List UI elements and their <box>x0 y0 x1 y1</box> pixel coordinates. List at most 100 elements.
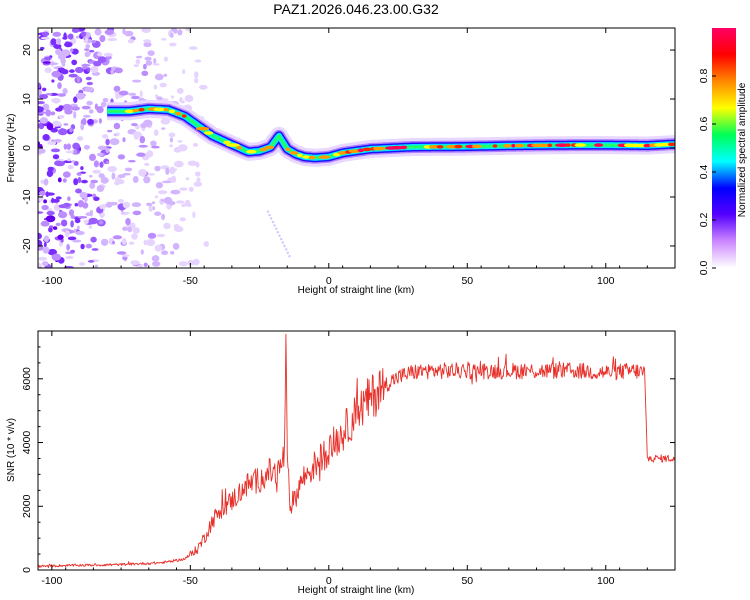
noise-blob <box>143 262 148 267</box>
noise-blob <box>170 250 175 255</box>
noise-blob <box>50 127 58 133</box>
noise-blob <box>198 84 208 90</box>
noise-blob <box>41 31 50 37</box>
noise-blob <box>71 48 79 55</box>
x-tick-label: -100 <box>41 275 62 287</box>
noise-blob <box>38 194 44 202</box>
noise-blob <box>97 145 107 150</box>
noise-blob <box>143 41 152 48</box>
noise-blob <box>145 60 153 66</box>
noise-blob <box>76 136 84 141</box>
ridge-hotspot <box>555 143 569 147</box>
noise-blob <box>55 196 62 200</box>
noise-blob <box>72 142 80 150</box>
noise-blob <box>151 145 160 149</box>
snr-panel: -100 -50 0 50 100 0 2000 4000 6000 Height of str… <box>6 330 676 596</box>
noise-blob <box>174 160 184 168</box>
noise-blob <box>146 239 156 247</box>
noise-blob <box>136 55 143 59</box>
noise-blob <box>55 222 61 227</box>
noise-blob <box>88 225 93 229</box>
noise-blob <box>111 172 116 180</box>
noise-blob <box>38 245 45 251</box>
noise-blob <box>165 167 170 175</box>
noise-blob <box>281 241 284 244</box>
y-tick-label: 4000 <box>21 431 33 455</box>
y-tick-label: 6000 <box>21 367 33 391</box>
noise-blob <box>181 100 185 104</box>
ridge-hotspot <box>308 155 316 160</box>
noise-blob <box>77 200 85 208</box>
noise-blob <box>283 244 286 248</box>
noise-blob <box>84 51 91 58</box>
noise-blob <box>118 90 129 96</box>
spectrogram-xlabel: Height of straight line (km) <box>298 285 415 296</box>
noise-blob <box>52 226 58 230</box>
noise-blob <box>68 73 78 78</box>
snr-series-line <box>38 333 675 569</box>
noise-blob <box>57 67 65 71</box>
noise-blob <box>70 48 74 53</box>
noise-blob <box>116 251 127 255</box>
noise-blob <box>122 172 131 176</box>
ridge-hotspot <box>196 126 209 131</box>
noise-blob <box>107 166 117 172</box>
ridge-hotspot <box>514 143 525 148</box>
noise-blob <box>39 117 49 124</box>
noise-blob <box>52 120 61 127</box>
noise-blob <box>60 127 64 135</box>
noise-blob <box>63 123 69 126</box>
noise-blob <box>60 219 68 227</box>
noise-blob <box>67 164 74 170</box>
noise-blob <box>179 187 188 191</box>
noise-blob <box>75 35 80 39</box>
ridge-hotspot <box>259 147 268 152</box>
noise-blob <box>88 109 94 114</box>
noise-blob <box>194 71 199 79</box>
noise-blob <box>103 52 113 57</box>
ridge-hotspot <box>338 151 348 155</box>
ridge-hotspot <box>511 143 516 148</box>
noise-blob <box>38 211 44 214</box>
noise-blob <box>62 88 68 95</box>
colorbar-tick-label: 0.2 <box>698 213 710 228</box>
noise-blob <box>43 178 49 186</box>
noise-blob <box>288 255 291 258</box>
noise-blob <box>161 127 166 130</box>
noise-blob <box>62 171 71 178</box>
ridge-hotspot <box>372 146 386 151</box>
noise-blob <box>147 173 156 176</box>
noise-blob <box>130 260 140 266</box>
noise-blob <box>193 181 203 187</box>
ridge-hotspot <box>204 131 214 135</box>
noise-blob <box>132 79 142 83</box>
noise-blob <box>154 165 161 172</box>
noise-blob <box>276 231 279 234</box>
noise-blob <box>115 93 120 100</box>
noise-blob <box>58 204 68 209</box>
noise-blob <box>168 132 176 138</box>
noise-blob <box>46 122 54 131</box>
noise-blob <box>67 236 77 241</box>
noise-blob <box>64 230 70 238</box>
noise-blob <box>96 52 102 57</box>
noise-blob <box>195 171 201 177</box>
noise-blob <box>130 95 140 100</box>
noise-blob <box>67 196 71 201</box>
noise-blob <box>89 182 96 189</box>
noise-blob <box>38 82 41 89</box>
noise-blob <box>40 36 50 40</box>
noise-blob <box>90 65 99 74</box>
noise-blob <box>80 243 85 250</box>
noise-blob <box>171 175 177 183</box>
noise-blob <box>64 109 73 115</box>
colorbar-ticks: 0.0 0.2 0.4 0.6 0.8 <box>698 69 716 275</box>
noise-blob <box>51 253 61 261</box>
noise-blob <box>176 87 184 94</box>
noise-blob <box>187 160 198 166</box>
noise-blob <box>44 56 52 61</box>
noise-blob <box>133 64 139 68</box>
noise-blob <box>139 135 146 144</box>
noise-blob <box>127 39 135 44</box>
noise-blob <box>38 148 46 154</box>
